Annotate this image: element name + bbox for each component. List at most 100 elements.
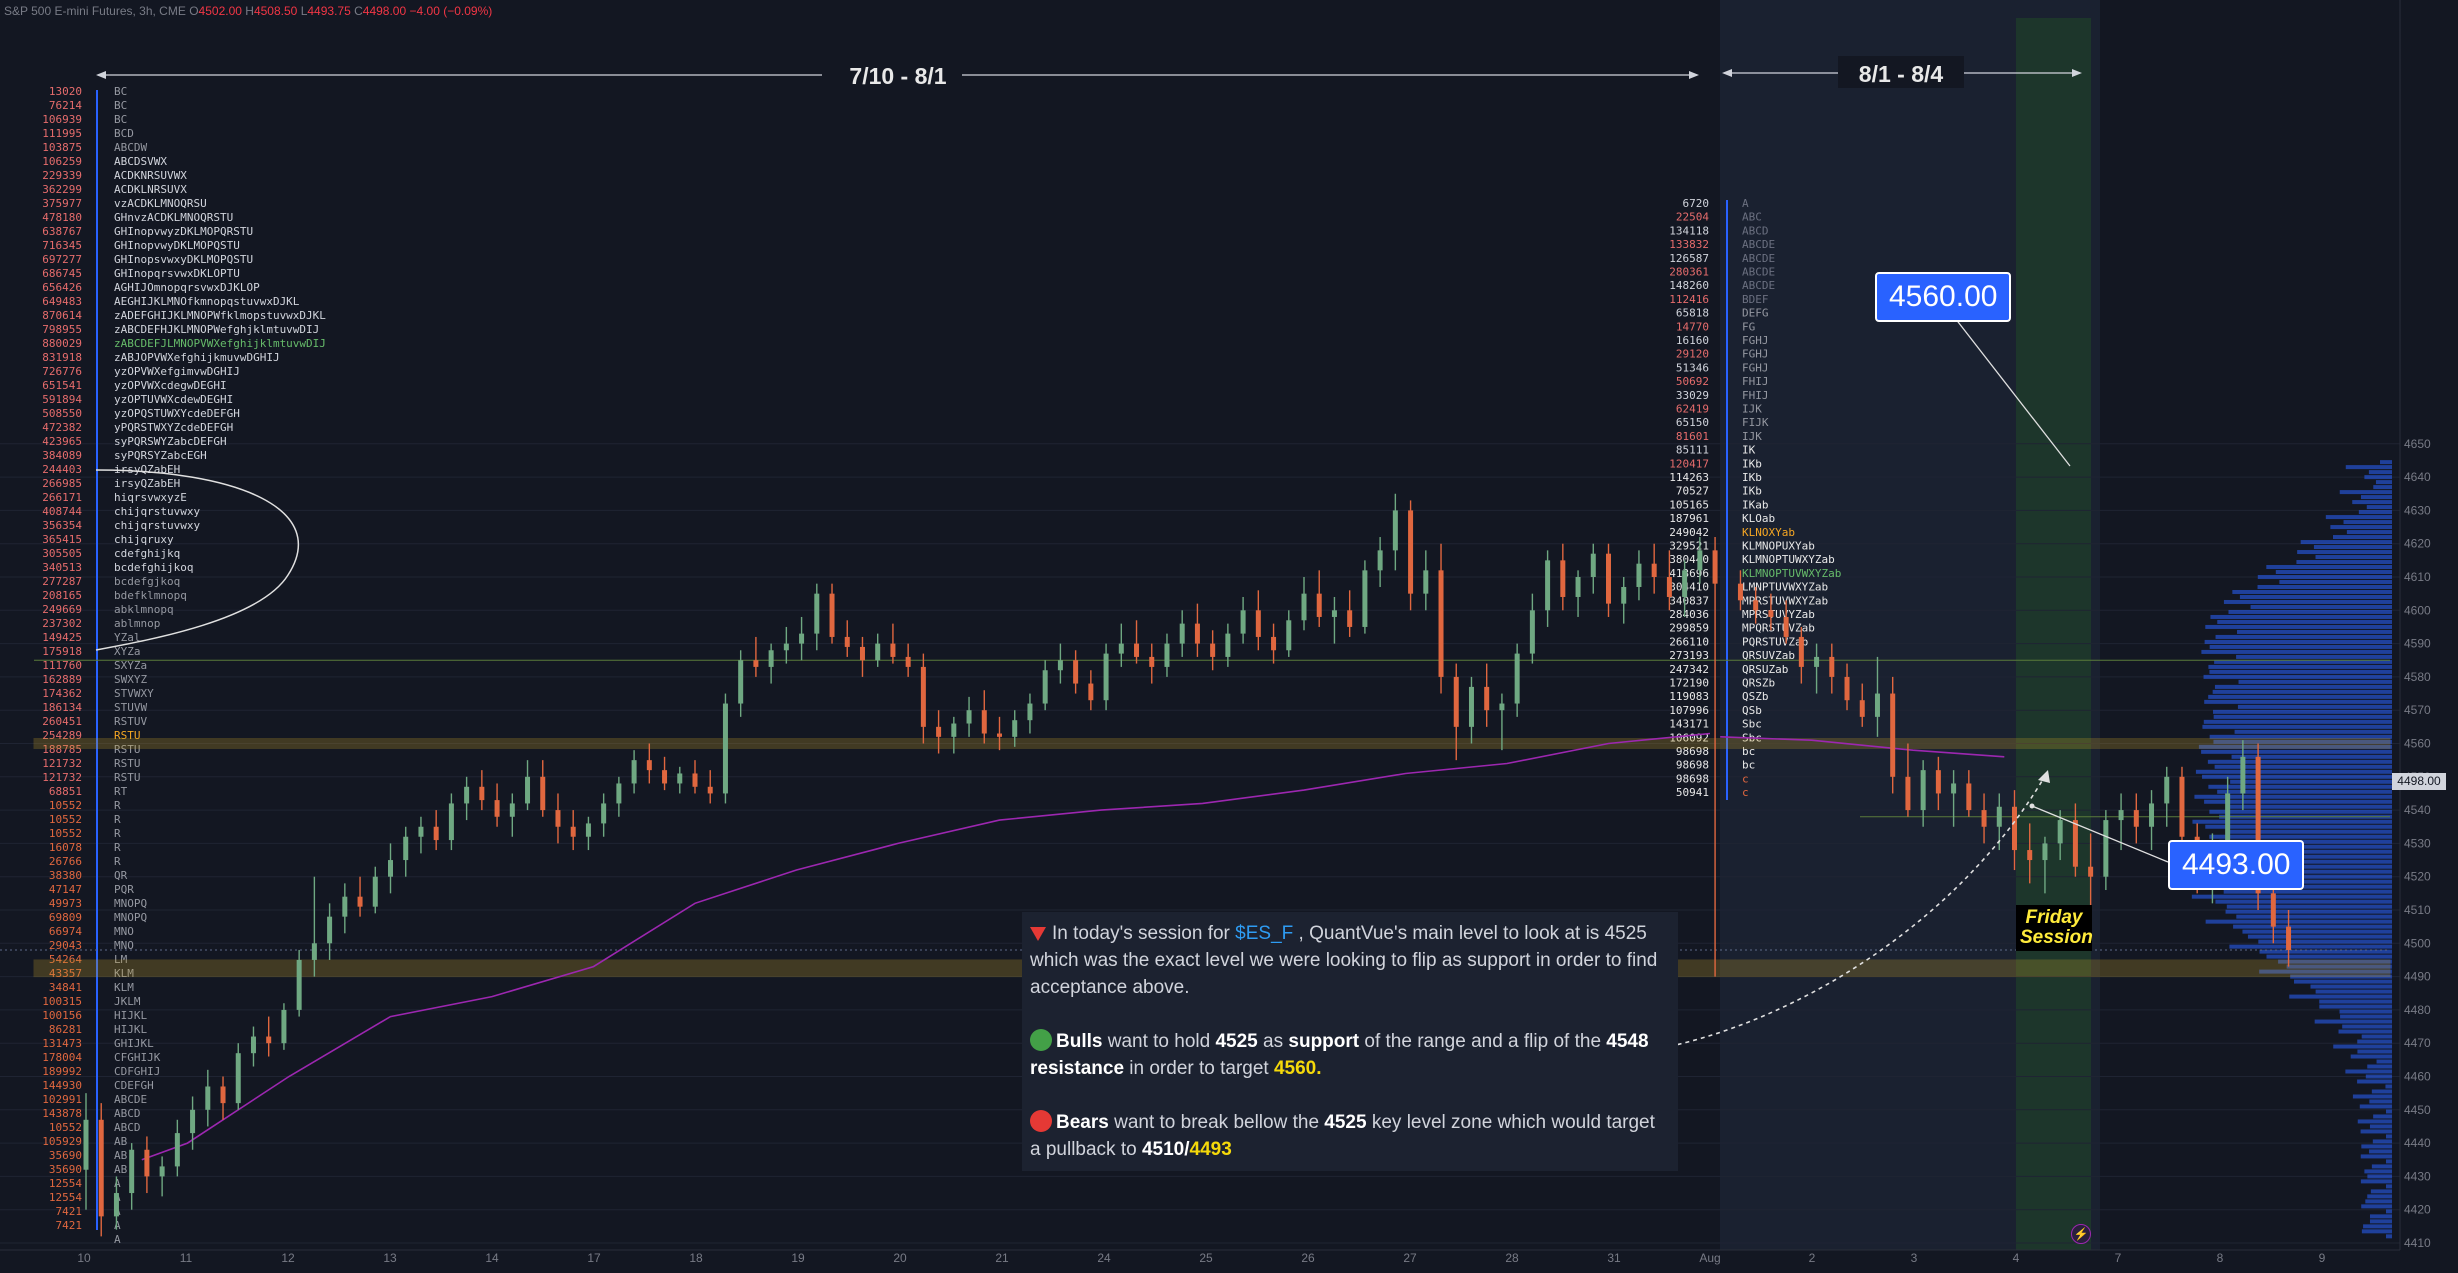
tpo-row-volume: 249669 bbox=[42, 603, 82, 616]
candle-body bbox=[1301, 593, 1307, 621]
candle-body bbox=[905, 656, 911, 667]
profile-bar bbox=[2209, 809, 2392, 814]
x-tick-label: 18 bbox=[689, 1251, 703, 1265]
tpo-row-volume: 188785 bbox=[42, 743, 82, 756]
profile-bar bbox=[2371, 1164, 2392, 1169]
candle-body bbox=[1073, 660, 1079, 684]
profile-bar bbox=[2297, 550, 2392, 555]
tpo-row-letters: yzOPVWXcdegwDEGHI bbox=[114, 379, 227, 392]
profile-bar bbox=[2236, 914, 2392, 919]
tpo-row-volume: 591894 bbox=[42, 393, 82, 406]
tpo-row-letters: A bbox=[114, 1233, 121, 1246]
tpo-row-volume: 105929 bbox=[42, 1135, 82, 1148]
tpo-row-volume: 86281 bbox=[49, 1023, 82, 1036]
tpo-row-letters: MPRSTUVYZab bbox=[1742, 608, 1815, 621]
tpo-row-letters: DEFG bbox=[1742, 307, 1769, 320]
arrow-head-icon bbox=[2038, 770, 2050, 783]
tpo-row-letters: FG bbox=[1742, 320, 1755, 333]
profile-bar bbox=[2386, 1234, 2392, 1239]
candle-body bbox=[1768, 610, 1774, 617]
tpo-row-volume: 508550 bbox=[42, 407, 82, 420]
tpo-row-letters: ABCDSVWX bbox=[114, 155, 167, 168]
candle-body bbox=[159, 1166, 165, 1177]
tpo-row-letters: MNOPQ bbox=[114, 897, 147, 910]
tpo-row-volume: 651541 bbox=[42, 379, 82, 392]
red-circle-icon bbox=[1030, 1110, 1052, 1132]
candle-body bbox=[357, 896, 363, 907]
profile-bar bbox=[2230, 779, 2392, 784]
tpo-row-volume: 284036 bbox=[1669, 608, 1709, 621]
tpo-row-letters: yPQRSTWXYZcdeDEFGH bbox=[114, 421, 233, 434]
tpo-row-letters: KLM bbox=[114, 967, 134, 980]
profile-bar bbox=[2226, 829, 2392, 834]
profile-bar bbox=[2340, 1014, 2392, 1019]
tpo-row-letters: MNOPQ bbox=[114, 911, 147, 924]
profile-bar bbox=[2210, 614, 2392, 619]
profile-bar bbox=[2237, 629, 2392, 634]
arrow-head-icon bbox=[1722, 69, 1732, 77]
y-tick-label: 4570 bbox=[2404, 703, 2431, 717]
tpo-row-volume: 10552 bbox=[49, 1121, 82, 1134]
range-label-bg bbox=[822, 58, 962, 90]
lightning-icon[interactable]: ⚡ bbox=[2071, 1224, 2091, 1244]
profile-bar bbox=[2386, 1134, 2392, 1139]
y-tick-label: 4430 bbox=[2404, 1169, 2431, 1183]
profile-bar bbox=[2363, 1224, 2392, 1229]
candle-body bbox=[1240, 610, 1246, 634]
candle-body bbox=[1798, 636, 1804, 667]
x-tick-label: 26 bbox=[1301, 1251, 1315, 1265]
candle-body bbox=[1377, 550, 1383, 571]
candle-body bbox=[966, 710, 972, 724]
candle-body bbox=[1890, 693, 1896, 777]
arrow-head-icon bbox=[2072, 69, 2082, 77]
tpo-row-letters: HIJKL bbox=[114, 1009, 147, 1022]
profile-bar bbox=[2325, 515, 2392, 520]
profile-bar bbox=[2250, 604, 2392, 609]
profile-bar bbox=[2212, 689, 2392, 694]
ticker-link[interactable]: $ES_F bbox=[1235, 923, 1294, 944]
candle-body bbox=[1590, 553, 1596, 577]
profile-bar bbox=[2257, 584, 2392, 589]
candle-body bbox=[1697, 550, 1703, 571]
tpo-row-letters: chijqrstuvwxy bbox=[114, 519, 200, 532]
profile-bar bbox=[2386, 1159, 2392, 1164]
tpo-row-volume: 100156 bbox=[42, 1009, 82, 1022]
note-paragraph-2: Bulls want to hold 4525 as support of th… bbox=[1030, 1029, 1649, 1079]
range-label-right: 8/1 - 8/4 bbox=[1859, 61, 1944, 87]
tpo-row-volume: 6720 bbox=[1683, 197, 1710, 210]
candle-body bbox=[1682, 570, 1688, 597]
profile-bar bbox=[2208, 664, 2392, 669]
tpo-row-volume: 50692 bbox=[1676, 375, 1709, 388]
candle-body bbox=[1606, 553, 1611, 604]
profile-bar bbox=[2372, 1139, 2392, 1144]
tpo-row-letters: hiqrsvwxyzE bbox=[114, 491, 187, 504]
profile-bar bbox=[2204, 699, 2392, 704]
candle-body bbox=[859, 646, 865, 661]
candle-body bbox=[1194, 623, 1200, 644]
tpo-row-volume: 186134 bbox=[42, 701, 82, 714]
pin-icon bbox=[1030, 927, 1046, 941]
profile-bar bbox=[2358, 510, 2392, 515]
candle-body bbox=[677, 773, 683, 784]
candle-body bbox=[1499, 703, 1505, 711]
x-tick-label: 19 bbox=[791, 1251, 805, 1265]
x-tick-label: 24 bbox=[1097, 1251, 1111, 1265]
profile-bar bbox=[2366, 505, 2392, 510]
tpo-row-volume: 98698 bbox=[1676, 772, 1709, 785]
profile-bar bbox=[2369, 1214, 2392, 1219]
candle-body bbox=[1088, 683, 1094, 701]
candle-body bbox=[1255, 610, 1261, 637]
candle-body bbox=[2072, 820, 2078, 867]
candle-body bbox=[997, 733, 1002, 737]
candle-body bbox=[875, 643, 881, 661]
tpo-row-volume: 105165 bbox=[1669, 498, 1709, 511]
tpo-row-volume: 121732 bbox=[42, 771, 82, 784]
tpo-row-letters: BCD bbox=[114, 127, 134, 140]
profile-bar bbox=[2315, 989, 2392, 994]
candle-body bbox=[2179, 776, 2185, 837]
tpo-row-letters: ABCD bbox=[114, 1121, 141, 1134]
candle-body bbox=[2088, 866, 2094, 877]
x-tick-label: 4 bbox=[2013, 1251, 2020, 1265]
profile-bar bbox=[2214, 684, 2392, 689]
tpo-row-volume: 162889 bbox=[42, 673, 82, 686]
